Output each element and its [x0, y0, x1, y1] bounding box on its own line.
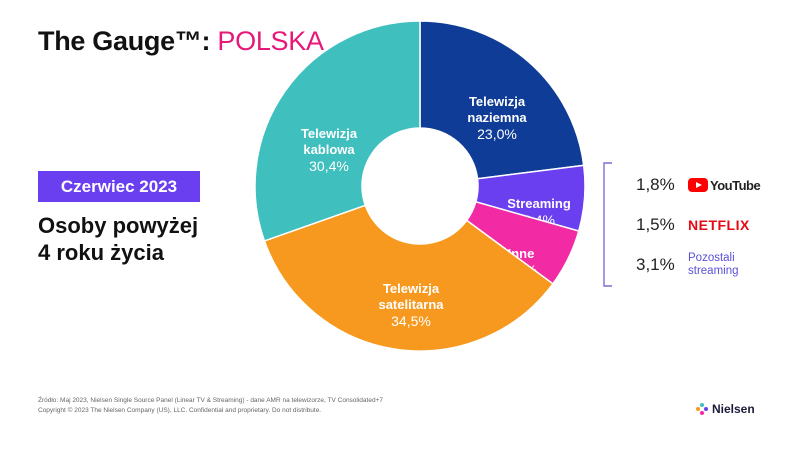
slice-value-label: 34,5%: [391, 313, 431, 329]
netflix-logo: NETFLIX: [688, 217, 750, 233]
other-streaming-line-2: streaming: [688, 265, 739, 277]
youtube-play-icon: [688, 178, 708, 192]
youtube-share: 1,8%: [636, 175, 675, 194]
other-streaming-share: 3,1%: [636, 255, 675, 274]
slice-name-label: Telewizja: [301, 126, 358, 141]
slice-value-label: 23,0%: [477, 126, 517, 142]
title-main: The Gauge™:: [38, 26, 211, 56]
streaming-row-netflix: 1,5% NETFLIX: [636, 212, 750, 238]
footer: Źródło: Maj 2023, Nielsen Single Source …: [38, 396, 383, 416]
bracket-line: [603, 162, 612, 287]
audience-line-1: Osoby powyżej: [38, 213, 199, 238]
slice-name-label: Streaming: [507, 196, 571, 211]
streaming-row-youtube: 1,8% YouTube: [636, 172, 761, 198]
slice-value-label: 30,4%: [309, 158, 349, 174]
youtube-logo: YouTube: [710, 177, 761, 193]
slice-name-label: kablowa: [303, 142, 355, 157]
other-streaming-line-1: Pozostali: [688, 252, 735, 264]
donut-slice: [263, 204, 554, 352]
donut-slice: [254, 20, 421, 242]
slice-name-label: Telewizja: [469, 94, 526, 109]
copyright-note: Copyright © 2023 The Nielsen Company (US…: [38, 407, 322, 414]
other-streaming-label: Pozostali streaming: [688, 252, 739, 278]
date-badge: Czerwiec 2023: [38, 171, 200, 202]
title-country: POLSKA: [217, 26, 324, 56]
streaming-row-other: 3,1% Pozostali streaming: [636, 252, 739, 278]
streaming-bracket: [603, 162, 612, 287]
nielsen-dots-icon: [696, 403, 708, 415]
nielsen-logo: Nielsen: [696, 402, 755, 416]
source-note: Źródło: Maj 2023, Nielsen Single Source …: [38, 397, 383, 404]
audience-label: Osoby powyżej 4 roku życia: [38, 212, 198, 266]
netflix-share: 1,5%: [636, 215, 675, 234]
slice-name-label: satelitarna: [378, 297, 444, 312]
slice-name-label: Telewizja: [383, 281, 440, 296]
page-title: The Gauge™: POLSKA: [38, 26, 324, 57]
donut-slice: [419, 20, 585, 180]
audience-line-2: 4 roku życia: [38, 240, 164, 265]
slice-name-label: naziemna: [467, 110, 527, 125]
nielsen-logo-text: Nielsen: [712, 402, 755, 416]
